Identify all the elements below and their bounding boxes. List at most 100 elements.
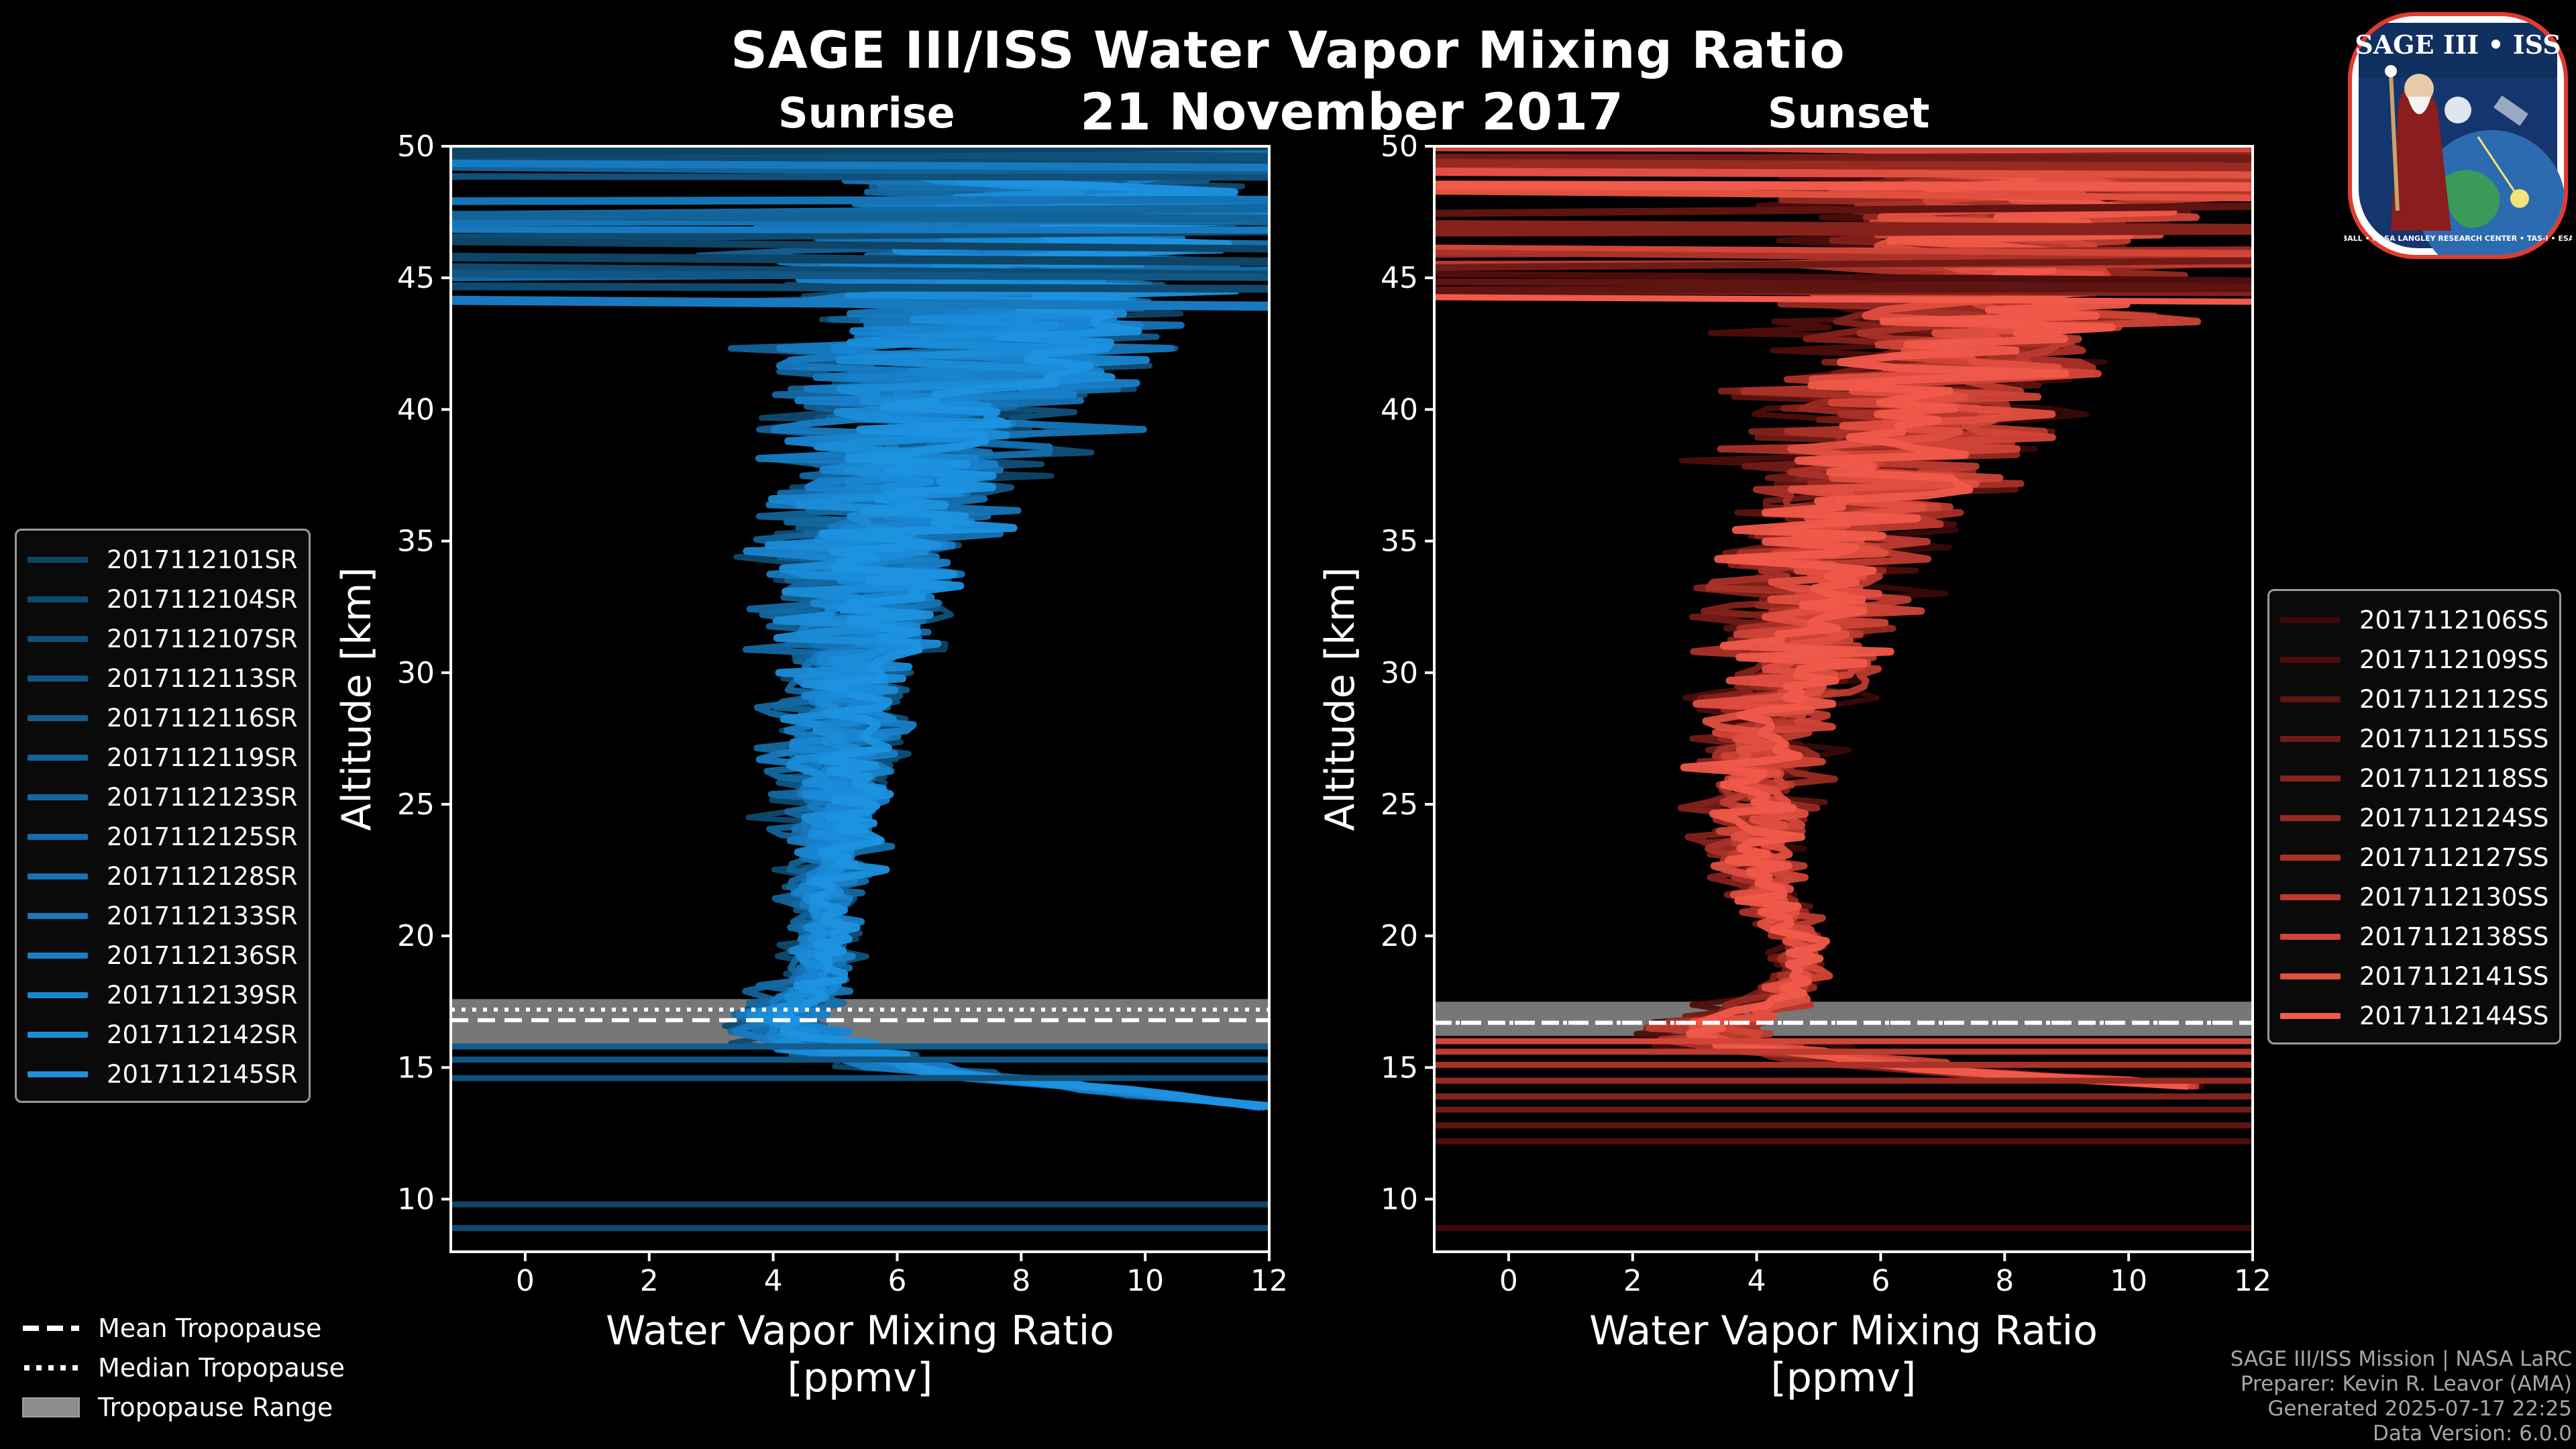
sunrise-legend-swatch bbox=[28, 596, 88, 602]
sunset-y-tick-label: 30 bbox=[1381, 656, 1418, 690]
sunrise-x-tick-label: 2 bbox=[640, 1264, 659, 1298]
sunrise-profile-line bbox=[772, 151, 1269, 1110]
sunrise-legend-swatch bbox=[28, 755, 88, 761]
sunset-legend-entry: 2017112115SS bbox=[2280, 719, 2548, 759]
sunset-legend-entry: 2017112109SS bbox=[2280, 640, 2548, 680]
sunrise-legend-swatch bbox=[28, 557, 88, 563]
sunrise-plot-area bbox=[451, 146, 1269, 1232]
sunset-legend-swatch bbox=[2280, 657, 2341, 663]
sunset-legend-label: 2017112106SS bbox=[2359, 606, 2549, 635]
sunrise-x-tick-label: 0 bbox=[516, 1264, 535, 1298]
sunrise-legend-entry: 2017112119SR bbox=[28, 738, 298, 777]
sunrise-legend-swatch bbox=[28, 834, 88, 840]
sunset-upper-line bbox=[1434, 146, 2253, 153]
sunrise-legend-swatch bbox=[28, 636, 88, 642]
sunrise-legend-label: 2017112107SR bbox=[107, 625, 298, 653]
sunrise-subtitle: Sunrise bbox=[778, 89, 955, 138]
sunrise-x-axis-label: Water Vapor Mixing Ratio bbox=[606, 1307, 1114, 1354]
sunset-legend-swatch bbox=[2280, 775, 2341, 782]
sunrise-upper-line bbox=[451, 270, 1269, 281]
sunrise-upper-line bbox=[451, 173, 1269, 181]
sunrise-y-axis-label: Altitude [km] bbox=[333, 567, 380, 831]
sunrise-y-tick-label: 45 bbox=[397, 261, 435, 295]
sunrise-legend-entry: 2017112107SR bbox=[28, 619, 298, 659]
sunset-x-tick-label: 4 bbox=[1748, 1264, 1766, 1298]
sunset-upper-line bbox=[1434, 153, 2253, 163]
sage-mission-logo: SAGE III • ISS BALL • NASA LANGLEY RESEA… bbox=[2344, 12, 2572, 259]
sunset-legend-label: 2017112118SS bbox=[2359, 764, 2549, 793]
sunset-legend-swatch bbox=[2280, 855, 2341, 861]
median-tropopause-swatch bbox=[24, 1364, 79, 1371]
sunrise-plot-frame bbox=[449, 145, 1271, 1253]
legend-mean-tropopause: Mean Tropopause bbox=[21, 1308, 345, 1348]
sunset-y-tick-label: 15 bbox=[1381, 1051, 1418, 1085]
sunrise-y-tick-label: 40 bbox=[397, 392, 435, 427]
sunrise-legend-swatch bbox=[28, 953, 88, 959]
mean-tropopause-label: Mean Tropopause bbox=[98, 1313, 322, 1343]
sunset-x-axis-label: [ppmv] bbox=[1771, 1354, 1917, 1401]
sunrise-legend-entry: 2017112125SR bbox=[28, 817, 298, 857]
sunset-upper-line bbox=[1434, 187, 2253, 202]
sunset-upper-line bbox=[1434, 284, 2253, 294]
sunset-upper-line bbox=[1434, 244, 2253, 260]
sunset-x-tick-label: 12 bbox=[2234, 1264, 2271, 1298]
sunset-plot-frame bbox=[1433, 145, 2254, 1253]
sunset-legend-entry: 2017112112SS bbox=[2280, 680, 2548, 719]
sunrise-legend-label: 2017112125SR bbox=[107, 822, 298, 851]
sunrise-x-tick-label: 10 bbox=[1126, 1264, 1164, 1298]
sunrise-y-tick-label: 50 bbox=[397, 129, 435, 164]
sunset-legend-swatch bbox=[2280, 696, 2341, 702]
sunrise-legend-swatch bbox=[28, 992, 88, 998]
sunrise-legend-items: 2017112101SR 2017112104SR 2017112107SR 2017… bbox=[28, 540, 298, 1094]
sunrise-legend-swatch bbox=[28, 1071, 88, 1077]
sunrise-legend-entry: 2017112116SR bbox=[28, 698, 298, 738]
logo-text: SAGE III • ISS bbox=[2355, 30, 2561, 60]
sunset-upper-line bbox=[1434, 203, 2253, 217]
sunset-legend-label: 2017112115SS bbox=[2359, 724, 2549, 753]
sunset-x-axis-label: Water Vapor Mixing Ratio bbox=[1589, 1307, 2098, 1354]
sunset-x-tick-label: 2 bbox=[1623, 1264, 1642, 1298]
sunset-legend-entry: 2017112127SS bbox=[2280, 838, 2548, 877]
sunset-legend-entry: 2017112106SS bbox=[2280, 600, 2548, 640]
sunset-legend-label: 2017112127SS bbox=[2359, 843, 2549, 872]
sunrise-y-tick-label: 35 bbox=[397, 525, 435, 559]
sunrise-legend-entry: 2017112136SR bbox=[28, 936, 298, 975]
sunrise-y-tick-label: 10 bbox=[397, 1183, 435, 1217]
sunrise-legend-entry: 2017112133SR bbox=[28, 896, 298, 936]
sunrise-legend-entry: 2017112123SR bbox=[28, 777, 298, 817]
sunrise-upper-line bbox=[451, 282, 1269, 293]
sunrise-legend-label: 2017112113SR bbox=[107, 664, 298, 693]
sunrise-legend-swatch bbox=[28, 676, 88, 682]
sunset-y-axis-label: Altitude [km] bbox=[1317, 567, 1364, 831]
sunrise-legend-entry: 2017112145SR bbox=[28, 1055, 298, 1094]
sunset-subtitle: Sunset bbox=[1768, 89, 1930, 138]
sunset-upper-line bbox=[1434, 166, 2253, 179]
sunrise-legend-entry: 2017112104SR bbox=[28, 580, 298, 619]
mean-tropopause-swatch bbox=[23, 1325, 79, 1331]
sunset-x-tick-label: 8 bbox=[1995, 1264, 2014, 1298]
sunrise-y-tick-label: 15 bbox=[397, 1051, 435, 1085]
sunset-legend-label: 2017112141SS bbox=[2359, 962, 2549, 991]
sunrise-upper-line bbox=[451, 159, 1269, 172]
legend-median-tropopause: Median Tropopause bbox=[21, 1348, 345, 1387]
sunrise-legend-entry: 2017112139SR bbox=[28, 975, 298, 1015]
sunrise-legend-swatch bbox=[28, 1032, 88, 1038]
sunrise-legend-label: 2017112139SR bbox=[107, 981, 298, 1010]
sunset-plot-area bbox=[1434, 146, 2253, 1232]
sunrise-legend-label: 2017112128SR bbox=[107, 862, 298, 891]
sunrise-upper-line bbox=[451, 211, 1269, 223]
sunrise-y-tick-label: 20 bbox=[397, 919, 435, 953]
sunset-legend-swatch bbox=[2280, 1013, 2341, 1019]
sunset-legend-label: 2017112144SS bbox=[2359, 1002, 2549, 1030]
sunset-legend-entry: 2017112118SS bbox=[2280, 759, 2548, 798]
sunrise-upper-line bbox=[451, 295, 1269, 311]
sunset-profile-line bbox=[1680, 146, 2195, 1090]
sunset-upper-line bbox=[1434, 270, 2253, 284]
sunset-tropopause-range-band bbox=[1434, 1002, 2253, 1036]
sunset-legend-entry: 2017112124SS bbox=[2280, 798, 2548, 838]
sunset-legend-label: 2017112124SS bbox=[2359, 804, 2549, 833]
tropopause-range-label: Tropopause Range bbox=[98, 1392, 333, 1422]
footer-version: Data Version: 6.0.0 bbox=[2372, 1421, 2572, 1446]
sunset-y-tick-label: 35 bbox=[1381, 525, 1418, 559]
sunset-y-tick-label: 40 bbox=[1381, 392, 1418, 427]
